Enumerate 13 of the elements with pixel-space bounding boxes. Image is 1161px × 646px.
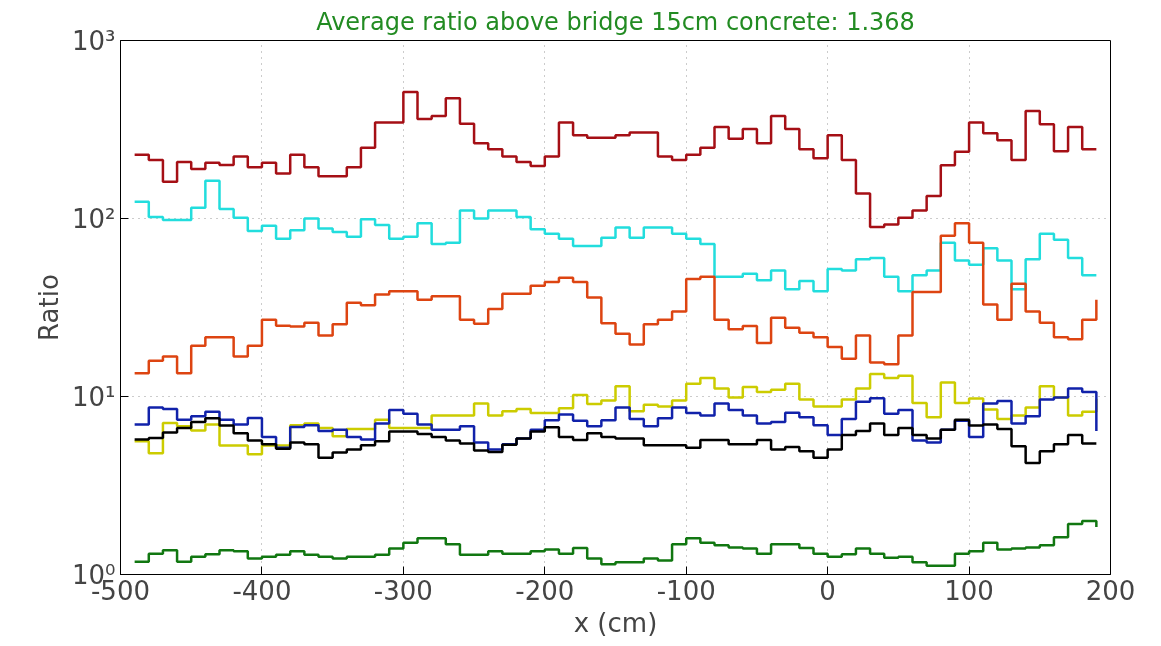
x-tick-label: 100	[944, 575, 994, 606]
x-tick-label: -100	[656, 575, 716, 606]
x-axis-title: x (cm)	[573, 607, 658, 638]
y-tick-label: 10¹	[71, 381, 116, 412]
y-tick-label: 10²	[71, 203, 116, 234]
x-tick-label: -200	[515, 575, 575, 606]
x-tick-label: -400	[232, 575, 292, 606]
x-tick-label: 200	[1085, 575, 1136, 606]
y-axis-title: Ratio	[33, 274, 64, 341]
chart-title: Average ratio above bridge 15cm concrete: 1.368	[316, 7, 915, 36]
x-tick-label: -300	[373, 575, 433, 606]
y-tick-label: 10³	[71, 25, 116, 56]
x-tick-label: 0	[819, 575, 836, 606]
